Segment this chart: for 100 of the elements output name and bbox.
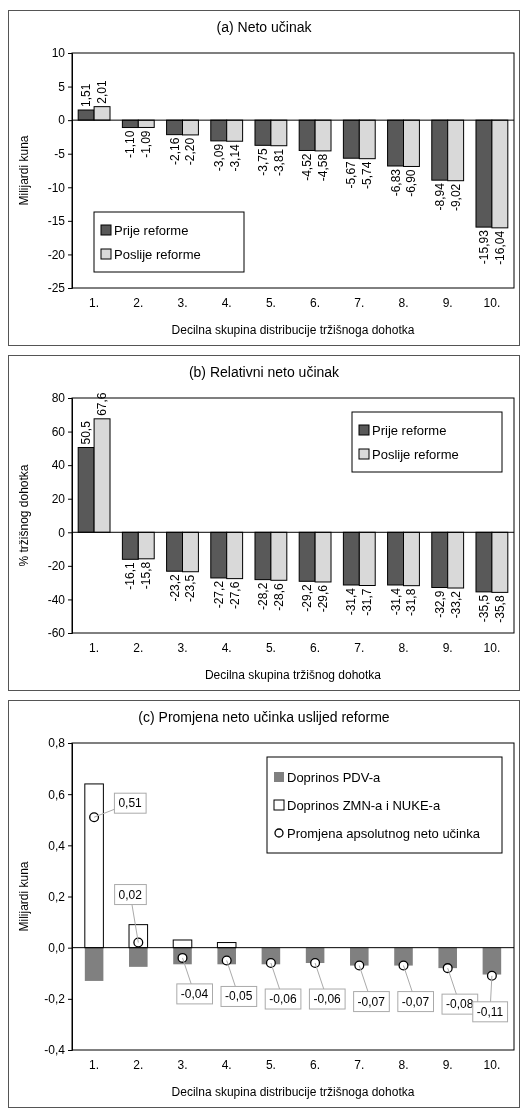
legend-label: Poslije reforme	[372, 446, 459, 462]
point	[486, 970, 497, 981]
x-tick-label: 5.	[265, 1057, 276, 1072]
y-tick-label: 0,4	[48, 838, 66, 853]
x-tick-label: 6.	[310, 1057, 321, 1072]
data-label: -5,74	[360, 161, 375, 190]
data-label: -0,05	[225, 989, 253, 1004]
point	[354, 960, 365, 971]
data-label: 0,51	[118, 796, 143, 811]
y-tick-label: 40	[51, 458, 66, 473]
y-tick-label: 0,8	[48, 736, 66, 751]
y-tick-label: 0,0	[48, 941, 66, 956]
legend-label: Doprinos ZMN-a i NUKE-a	[287, 797, 441, 813]
y-tick-label: 0	[58, 525, 66, 540]
x-tick-label: 3.	[177, 1057, 188, 1072]
y-tick-label: -60	[47, 626, 66, 641]
x-tick-label: 8.	[398, 295, 409, 310]
data-label: 1,51	[79, 83, 94, 107]
x-tick-label: 4.	[221, 295, 232, 310]
y-tick-label: 80	[51, 391, 66, 406]
data-label: -23,5	[183, 574, 198, 603]
data-label: -0,08	[446, 997, 474, 1012]
data-label: -5,67	[344, 160, 359, 189]
y-tick-label: 20	[51, 492, 66, 507]
x-tick-label: 10.	[483, 1057, 501, 1072]
x-tick-label: 6.	[310, 295, 321, 310]
data-label: -6,90	[404, 169, 419, 197]
x-tick-label: 2.	[133, 295, 144, 310]
x-tick-label: 7.	[354, 295, 365, 310]
x-tick-label: 9.	[442, 640, 453, 655]
data-label: -2,16	[167, 137, 182, 166]
data-label: -31,4	[388, 587, 403, 616]
data-label: -0,07	[357, 994, 386, 1009]
y-tick-label: -5	[54, 147, 66, 162]
data-label: -0,04	[180, 986, 209, 1001]
x-tick-label: 8.	[398, 1057, 409, 1072]
x-tick-label: 2.	[133, 640, 144, 655]
data-label: -15,93	[476, 229, 491, 265]
x-tick-label: 10.	[483, 295, 501, 310]
data-label: -8,94	[432, 182, 447, 211]
legend-label: Prije reforme	[114, 222, 189, 238]
legend-label: Prije reforme	[372, 422, 447, 438]
data-label: -28,6	[271, 582, 286, 611]
data-label: -29,2	[300, 583, 315, 612]
x-tick-label: 1.	[89, 1057, 100, 1072]
data-label: -35,8	[492, 595, 507, 623]
legend-label: Poslije reforme	[114, 246, 201, 262]
bar	[84, 947, 104, 981]
data-label: 50,5	[79, 420, 94, 445]
data-label: -23,2	[167, 573, 182, 602]
y-tick-label: -40	[47, 592, 66, 607]
data-label: -3,09	[211, 143, 226, 172]
data-label: -3,75	[255, 148, 270, 176]
x-tick-label: 5.	[265, 295, 276, 310]
data-label: -16,04	[492, 230, 507, 265]
x-axis-title: Decilna skupina distribucije tržišnoga dohotka	[171, 323, 415, 337]
y-tick-label: -10	[47, 180, 66, 195]
chart-title: (b) Relativni neto učinak	[188, 364, 341, 380]
y-tick-label: 0	[58, 113, 66, 128]
data-label: -32,9	[432, 590, 447, 618]
data-label: -2,20	[183, 137, 198, 166]
bar	[438, 947, 457, 969]
y-tick-label: -0,4	[44, 1043, 66, 1058]
data-label: -4,58	[316, 153, 331, 182]
x-axis-title: Decilna skupina distribucije tržišnoga dohotka	[171, 1085, 415, 1099]
y-axis-title: % tržišnog dohotka	[17, 464, 31, 567]
x-tick-label: 9.	[442, 295, 453, 310]
x-tick-label: 7.	[354, 640, 365, 655]
data-label: -0,11	[476, 1004, 504, 1019]
data-label: -33,2	[448, 590, 463, 619]
x-tick-label: 9.	[442, 1057, 453, 1072]
point	[310, 958, 321, 969]
data-label: -0,07	[401, 994, 430, 1009]
data-label: 2,01	[95, 79, 110, 104]
y-tick-label: -25	[47, 281, 66, 296]
x-tick-label: 8.	[398, 640, 409, 655]
legend-label: Promjena apsolutnog neto učinka	[287, 825, 481, 841]
data-label: -16,1	[123, 561, 138, 590]
y-tick-label: 10	[51, 46, 66, 61]
y-tick-label: 60	[51, 424, 66, 439]
x-tick-label: 2.	[133, 1057, 144, 1072]
x-tick-label: 4.	[221, 1057, 232, 1072]
data-label: -15,8	[139, 561, 154, 590]
data-label: -1,09	[139, 130, 154, 158]
y-tick-label: -20	[47, 559, 66, 574]
data-label: 67,6	[95, 392, 110, 416]
y-tick-label: -15	[47, 214, 66, 229]
data-label: -31,4	[344, 587, 359, 616]
data-label: -28,2	[255, 582, 270, 610]
data-label: -31,7	[360, 588, 375, 616]
data-label: -4,52	[300, 153, 315, 181]
x-tick-label: 6.	[310, 640, 321, 655]
x-tick-label: 3.	[177, 640, 188, 655]
data-label: -27,6	[227, 581, 242, 609]
data-label: -1,10	[123, 130, 138, 158]
data-label: -9,02	[448, 183, 463, 212]
data-label: -3,81	[271, 148, 286, 177]
y-axis-title: Milijardi kuna	[17, 861, 31, 932]
x-tick-label: 1.	[89, 640, 100, 655]
x-tick-label: 3.	[177, 295, 188, 310]
